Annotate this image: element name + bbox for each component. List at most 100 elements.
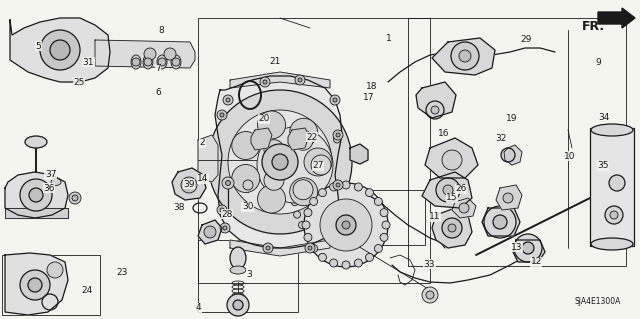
Text: 7: 7 bbox=[156, 64, 161, 73]
Circle shape bbox=[342, 181, 350, 189]
Circle shape bbox=[164, 48, 176, 60]
Polygon shape bbox=[288, 128, 309, 150]
Circle shape bbox=[262, 144, 298, 180]
Polygon shape bbox=[198, 220, 222, 244]
Circle shape bbox=[232, 131, 260, 160]
Circle shape bbox=[257, 111, 285, 139]
Circle shape bbox=[442, 218, 462, 238]
Circle shape bbox=[144, 48, 156, 60]
Text: 11: 11 bbox=[429, 212, 441, 221]
Text: 3: 3 bbox=[247, 270, 252, 279]
Polygon shape bbox=[452, 198, 476, 218]
Ellipse shape bbox=[157, 55, 167, 69]
Circle shape bbox=[172, 58, 180, 66]
Text: 31: 31 bbox=[83, 58, 94, 67]
Ellipse shape bbox=[51, 179, 61, 186]
Circle shape bbox=[422, 287, 438, 303]
Circle shape bbox=[217, 205, 227, 215]
Circle shape bbox=[290, 118, 317, 146]
Circle shape bbox=[330, 183, 338, 191]
Circle shape bbox=[501, 148, 515, 162]
Polygon shape bbox=[513, 240, 545, 262]
Text: 27: 27 bbox=[312, 161, 324, 170]
Bar bbox=[408, 18, 626, 266]
Text: 38: 38 bbox=[173, 204, 185, 212]
Circle shape bbox=[305, 243, 315, 253]
Text: 10: 10 bbox=[564, 152, 575, 161]
Circle shape bbox=[319, 253, 326, 261]
Polygon shape bbox=[5, 172, 68, 218]
Circle shape bbox=[72, 195, 78, 201]
Circle shape bbox=[318, 145, 324, 152]
Circle shape bbox=[47, 262, 63, 278]
Circle shape bbox=[294, 211, 301, 218]
Circle shape bbox=[605, 206, 623, 224]
Circle shape bbox=[380, 209, 388, 217]
Text: 33: 33 bbox=[424, 260, 435, 269]
Circle shape bbox=[181, 177, 197, 193]
Text: 36: 36 bbox=[44, 184, 55, 193]
Circle shape bbox=[217, 110, 227, 120]
Polygon shape bbox=[422, 172, 472, 208]
Circle shape bbox=[330, 259, 338, 267]
Circle shape bbox=[293, 130, 313, 150]
Circle shape bbox=[333, 98, 337, 102]
Text: 29: 29 bbox=[520, 35, 532, 44]
Circle shape bbox=[264, 170, 284, 190]
Circle shape bbox=[426, 291, 434, 299]
Circle shape bbox=[223, 226, 227, 230]
Circle shape bbox=[266, 246, 270, 250]
Text: 20: 20 bbox=[258, 114, 269, 123]
Text: 2: 2 bbox=[200, 138, 205, 147]
Circle shape bbox=[311, 155, 331, 175]
Text: 21: 21 bbox=[269, 57, 281, 66]
Circle shape bbox=[298, 78, 302, 82]
Circle shape bbox=[336, 133, 340, 137]
Circle shape bbox=[459, 50, 471, 62]
Circle shape bbox=[365, 189, 374, 197]
Circle shape bbox=[355, 259, 362, 267]
Text: 12: 12 bbox=[531, 257, 542, 266]
Text: 18: 18 bbox=[366, 82, 378, 91]
Text: 14: 14 bbox=[197, 174, 209, 183]
Circle shape bbox=[204, 226, 216, 238]
Circle shape bbox=[310, 244, 317, 253]
Polygon shape bbox=[432, 38, 495, 75]
Circle shape bbox=[503, 193, 513, 203]
Circle shape bbox=[338, 218, 342, 222]
Polygon shape bbox=[5, 253, 68, 315]
Circle shape bbox=[330, 95, 340, 105]
Bar bbox=[360, 190, 425, 245]
Circle shape bbox=[448, 224, 456, 232]
Circle shape bbox=[493, 215, 507, 229]
Text: 5: 5 bbox=[36, 42, 41, 51]
Circle shape bbox=[158, 58, 166, 66]
Circle shape bbox=[305, 157, 312, 164]
Text: FR.: FR. bbox=[582, 20, 605, 33]
Circle shape bbox=[333, 136, 340, 143]
Circle shape bbox=[257, 127, 333, 203]
Text: 13: 13 bbox=[511, 243, 523, 252]
Circle shape bbox=[264, 140, 284, 160]
Circle shape bbox=[365, 253, 374, 261]
Text: 15: 15 bbox=[446, 193, 458, 202]
Circle shape bbox=[459, 203, 469, 213]
Circle shape bbox=[443, 185, 453, 195]
Circle shape bbox=[233, 300, 243, 310]
Text: 28: 28 bbox=[221, 210, 233, 219]
Circle shape bbox=[342, 261, 350, 269]
Polygon shape bbox=[504, 145, 522, 165]
Polygon shape bbox=[425, 138, 478, 178]
Polygon shape bbox=[350, 144, 368, 164]
Circle shape bbox=[220, 208, 224, 212]
Circle shape bbox=[426, 101, 444, 119]
Circle shape bbox=[304, 148, 332, 176]
Text: 32: 32 bbox=[495, 134, 507, 143]
Circle shape bbox=[257, 185, 285, 213]
Circle shape bbox=[220, 113, 224, 117]
Ellipse shape bbox=[230, 247, 246, 269]
Circle shape bbox=[304, 183, 388, 267]
Circle shape bbox=[263, 243, 273, 253]
Circle shape bbox=[342, 221, 350, 229]
Text: 19: 19 bbox=[506, 114, 518, 122]
